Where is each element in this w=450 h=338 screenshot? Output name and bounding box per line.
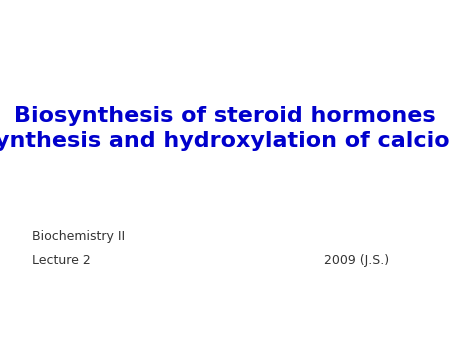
Text: Biochemistry II: Biochemistry II [32,231,125,243]
Text: 2009 (J.S.): 2009 (J.S.) [324,254,389,267]
Text: Biosynthesis of steroid hormones
Synthesis and hydroxylation of calciols: Biosynthesis of steroid hormones Synthes… [0,106,450,151]
Text: Lecture 2: Lecture 2 [32,254,90,267]
